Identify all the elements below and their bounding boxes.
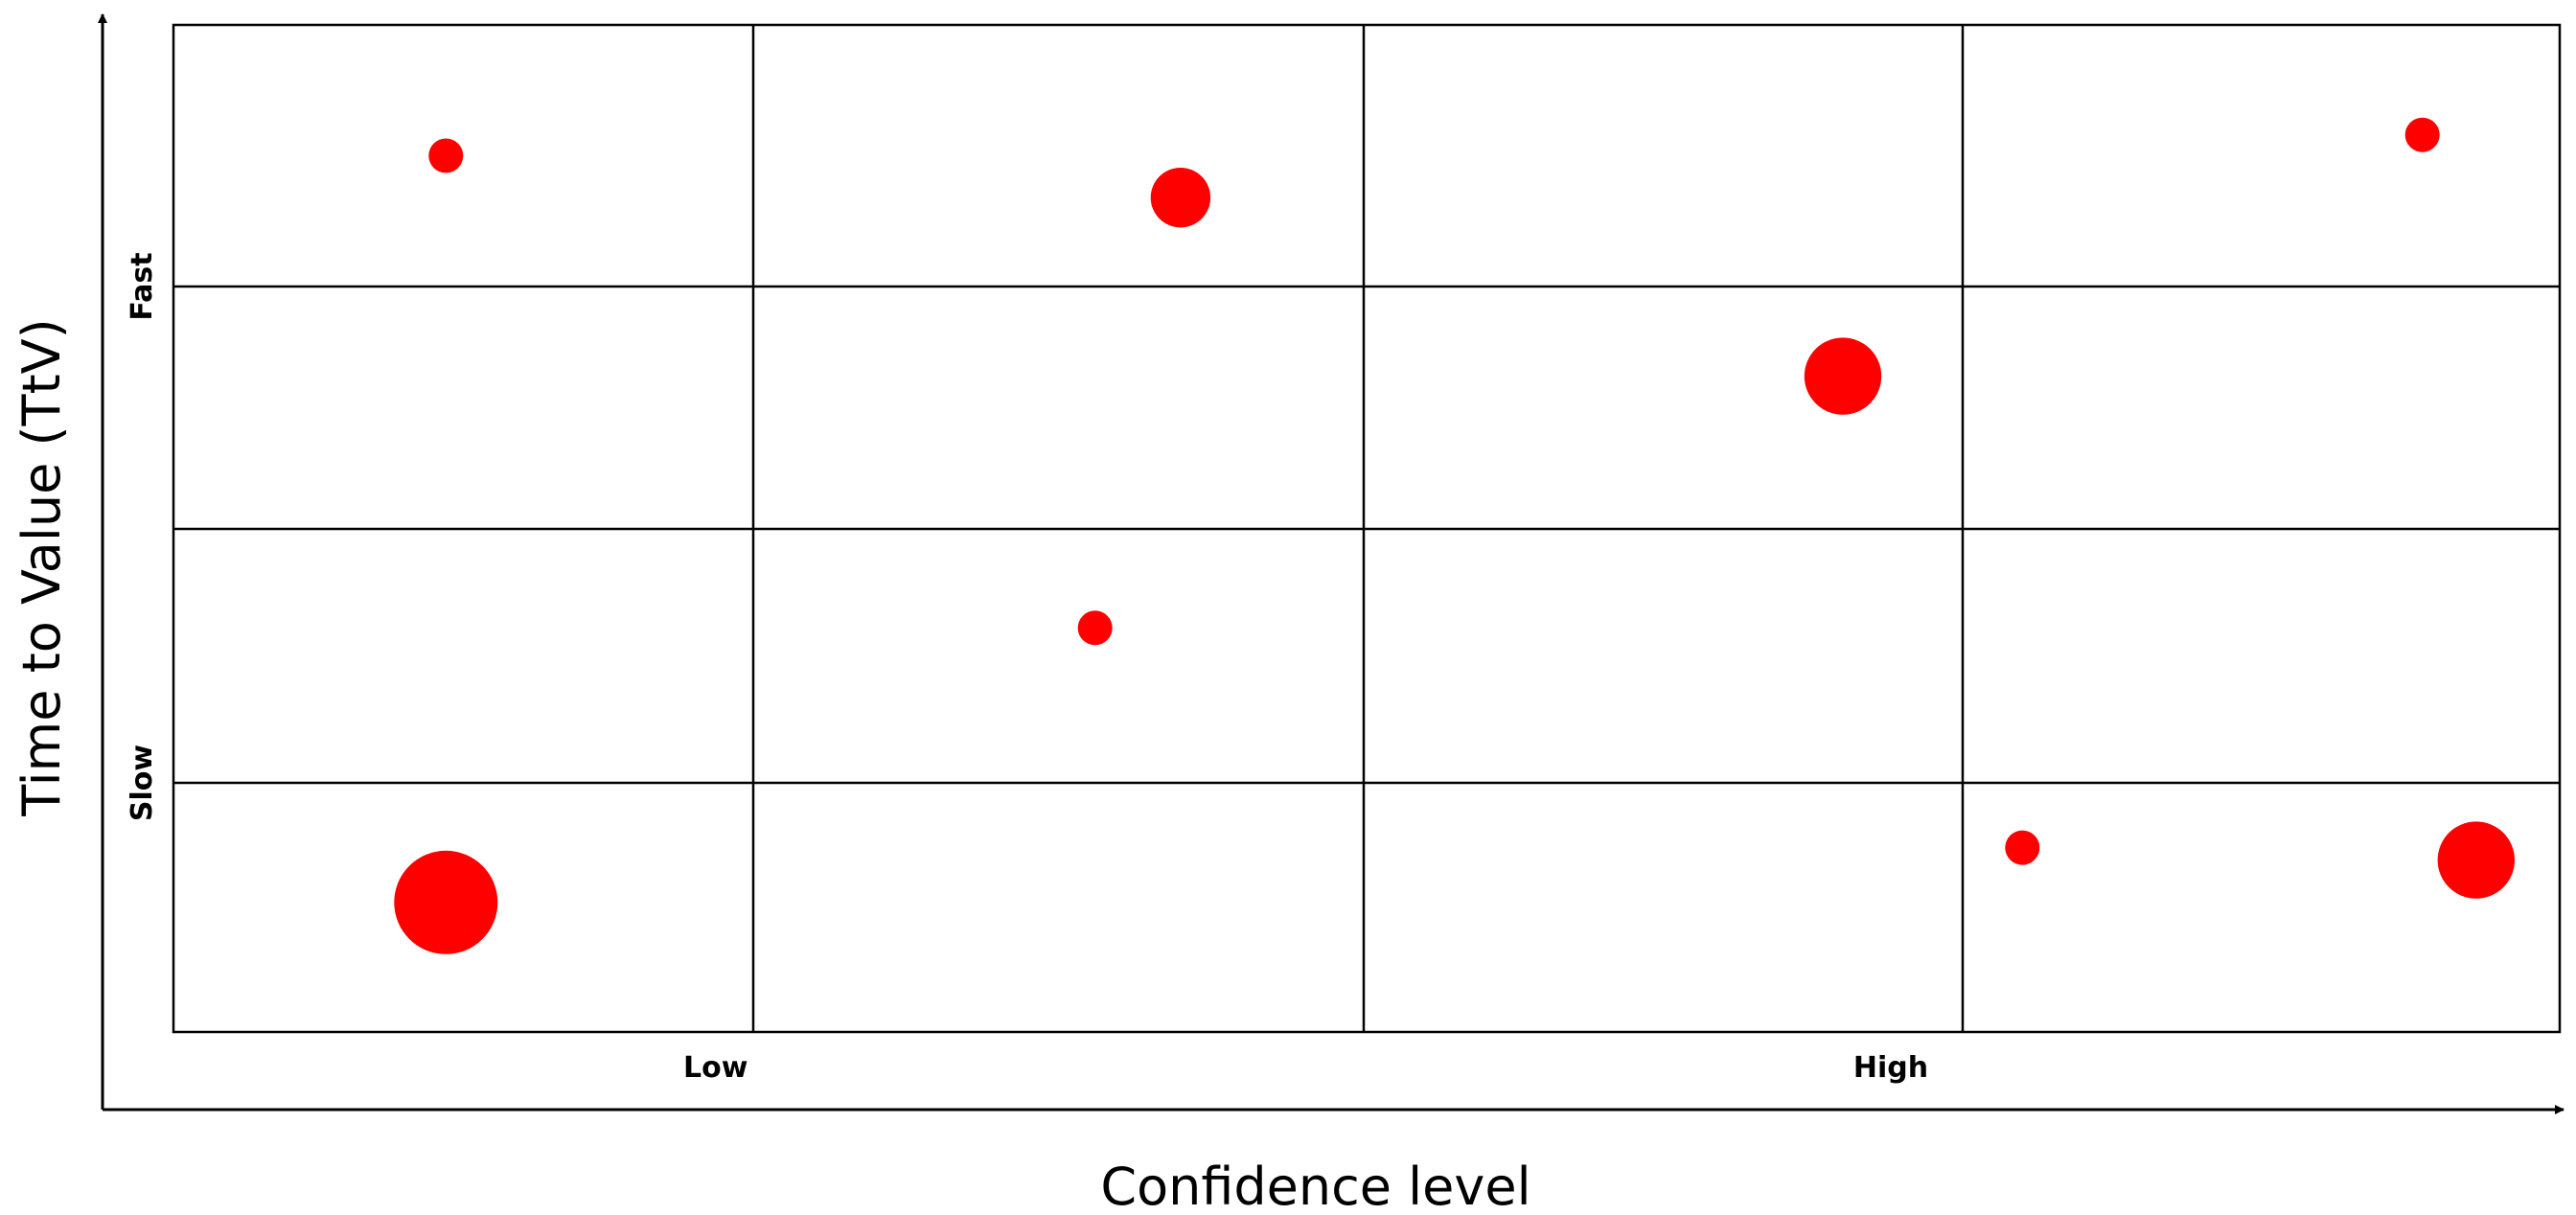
x-tick-label-low: Low	[683, 1051, 748, 1085]
data-point-5	[1077, 610, 1113, 646]
y-axis-title: Time to Value (TtV)	[12, 318, 72, 816]
data-point-8	[2437, 821, 2515, 899]
data-point-4	[1804, 337, 1882, 415]
x-tick-labels: Low High	[683, 1051, 1928, 1085]
data-point-7	[2005, 830, 2040, 865]
grid	[172, 23, 2562, 1034]
data-point-2	[1150, 168, 1211, 228]
x-axis-title: Confidence level	[1100, 1157, 1530, 1215]
y-tick-labels: Fast Slow	[126, 252, 159, 821]
y-tick-label-slow: Slow	[126, 745, 159, 821]
data-point-3	[2404, 117, 2440, 152]
data-point-6	[394, 850, 498, 954]
y-tick-label-fast: Fast	[126, 252, 159, 320]
data-points	[394, 117, 2515, 954]
x-tick-label-high: High	[1853, 1051, 1928, 1085]
data-point-1	[428, 138, 464, 173]
